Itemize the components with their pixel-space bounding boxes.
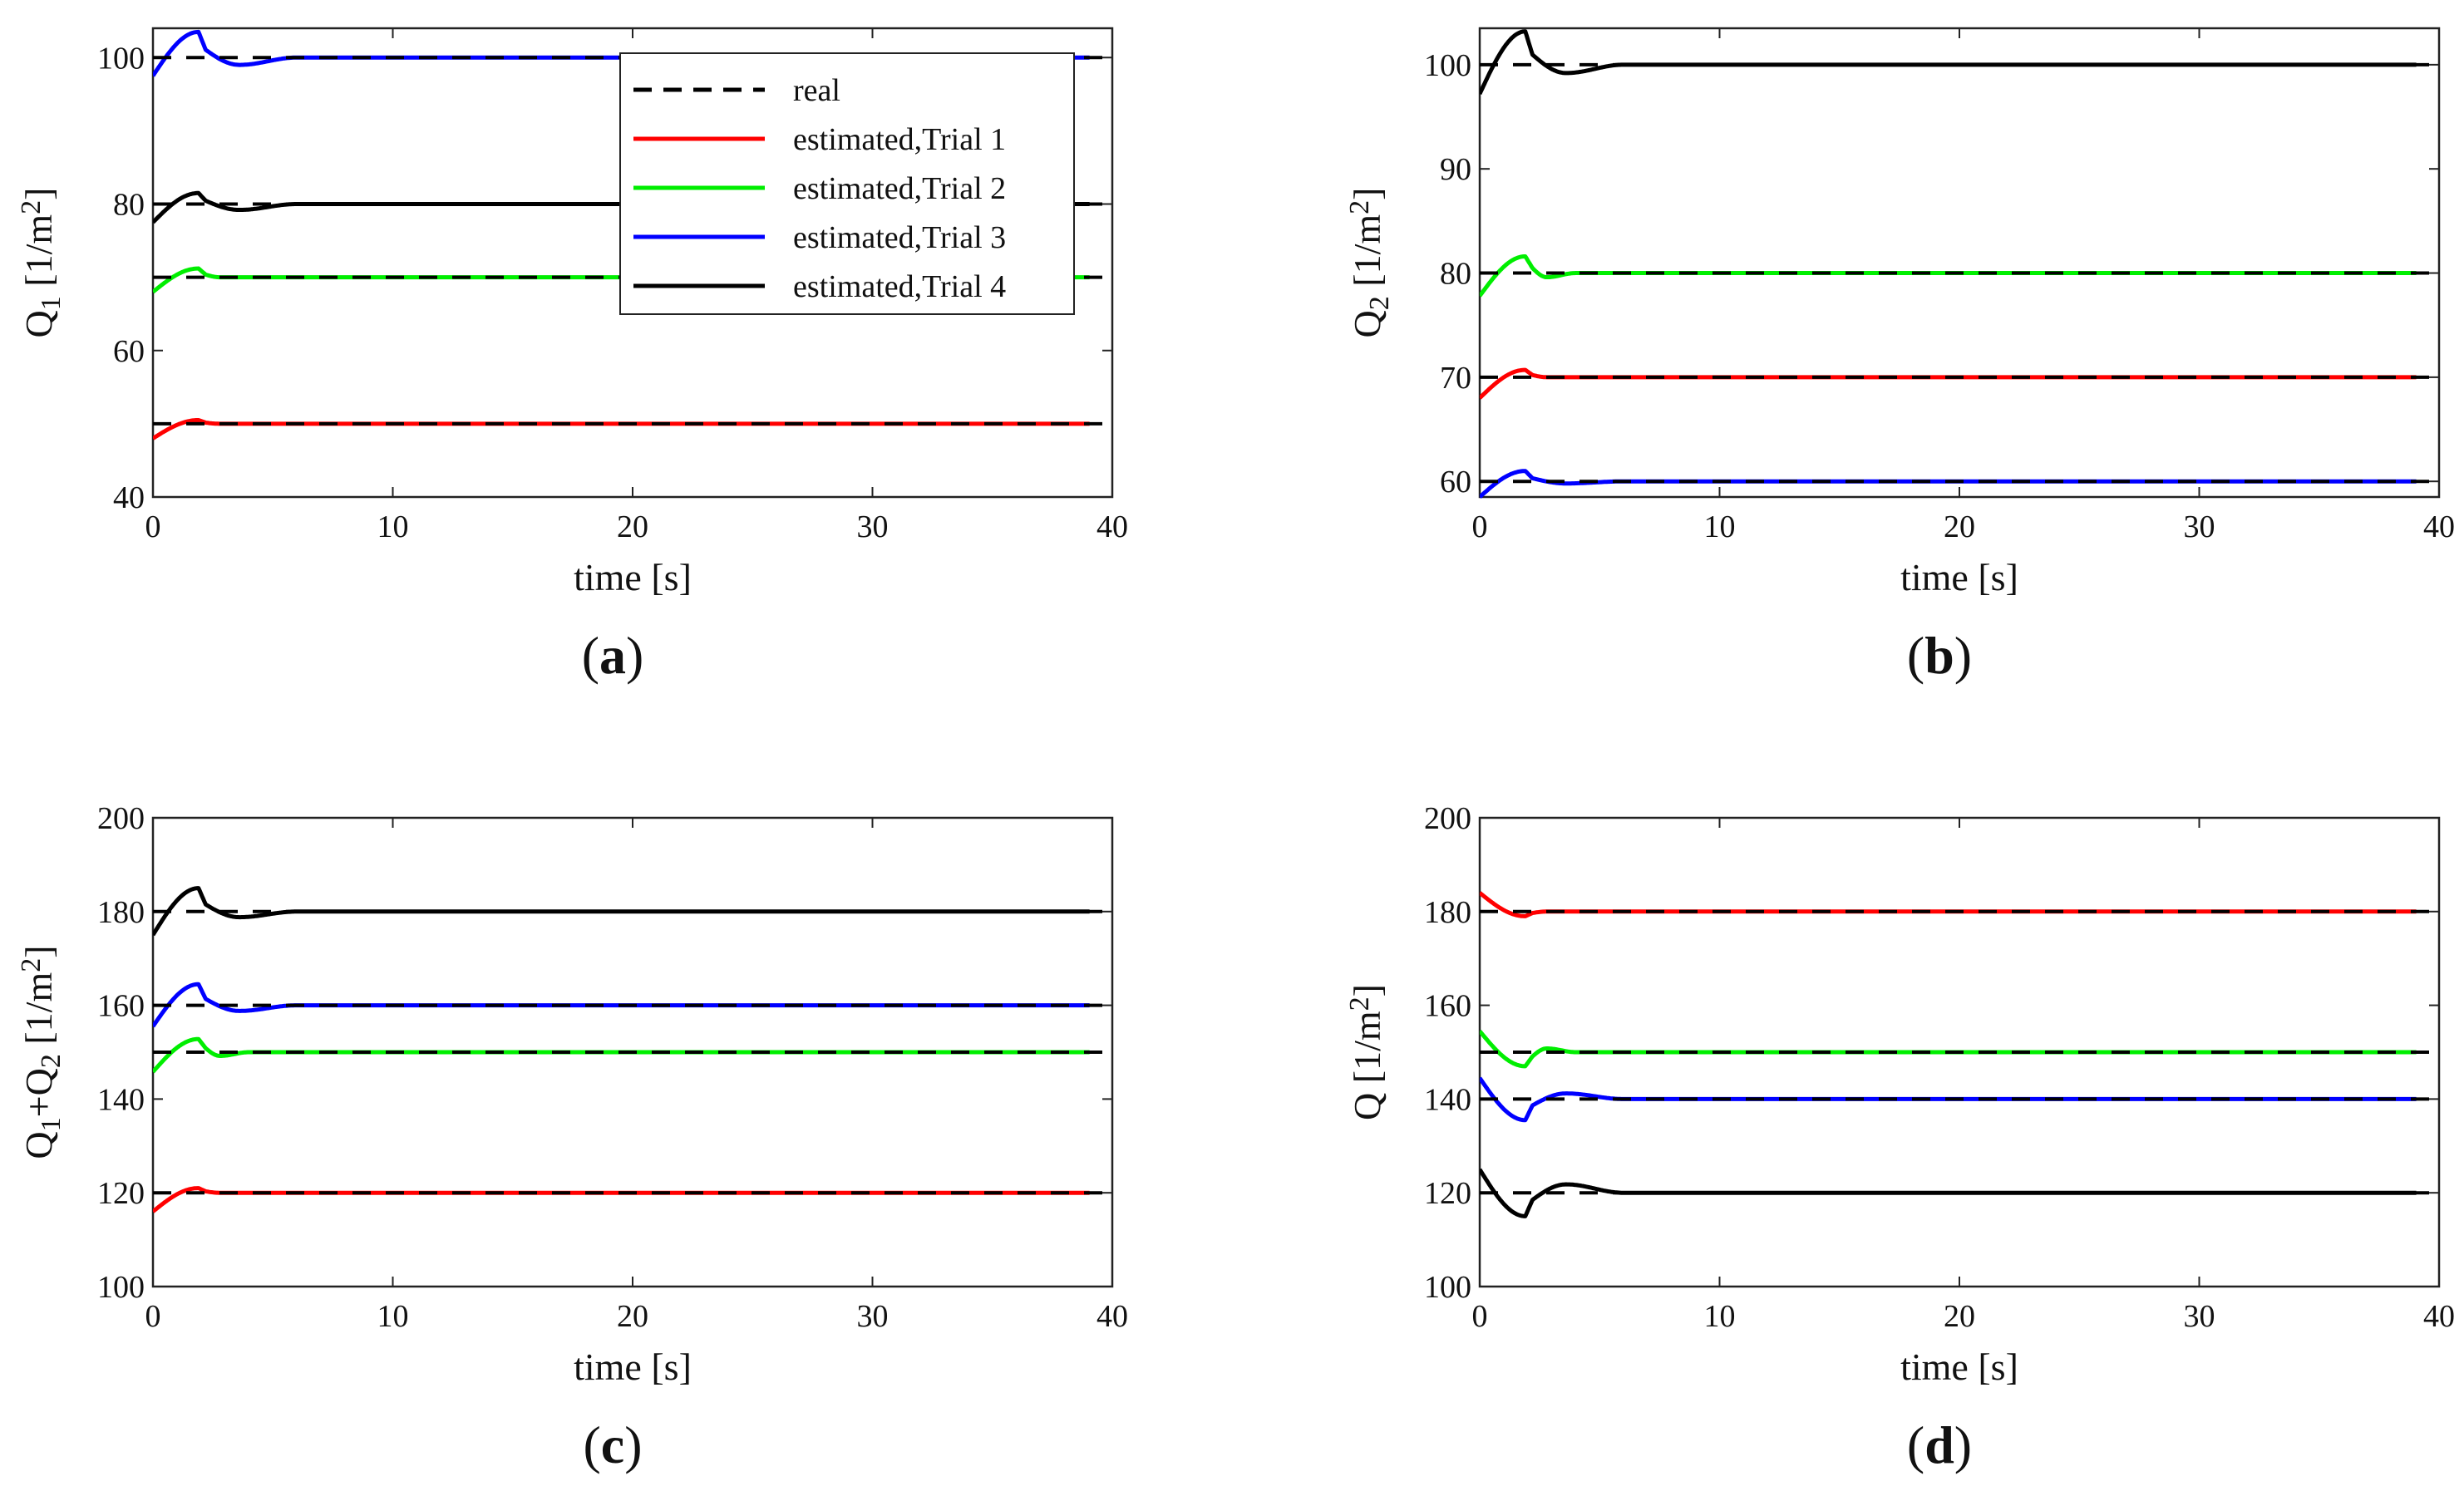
series-trial-1-line (1480, 367, 2417, 400)
panel-label: (b) (1907, 626, 1972, 685)
y-tick-label: 100 (97, 41, 145, 76)
y-axis-label: Q [1/m2] (1344, 984, 1388, 1120)
y-tick-label: 70 (1440, 361, 1471, 396)
x-tick-label: 20 (617, 509, 648, 544)
panel-a: 0 10 20 30 40 40 60 80 100 time [s] Q1 [1/m2] (a) re… (16, 27, 1128, 685)
x-tick-label: 20 (617, 1299, 648, 1334)
series-trial-3-line (153, 982, 1090, 1028)
series-trial-4-line (153, 190, 1090, 224)
x-tick-label: 10 (1704, 509, 1736, 544)
y-tick-label: 90 (1440, 152, 1471, 187)
y-tick-label: 40 (113, 480, 145, 515)
y-tick-label: 60 (113, 334, 145, 369)
x-tick-label: 40 (2423, 1299, 2455, 1334)
y-tick-label: 140 (97, 1082, 145, 1117)
series-trial-2-line (153, 1036, 1090, 1074)
legend-box (619, 52, 1075, 315)
x-tick-label: 20 (1944, 509, 1975, 544)
y-tick-label: 180 (97, 895, 145, 930)
x-tick-label: 0 (1472, 509, 1488, 544)
series-trial-4-line (153, 886, 1090, 937)
legend-label: estimated,Trial 1 (793, 122, 1006, 157)
legend: real estimated,Trial 1 estimated,Trial 2 es… (619, 52, 1075, 315)
y-tick-label: 140 (1424, 1082, 1471, 1117)
series-trial-3-line (153, 29, 1090, 77)
series-trial-3-line (1480, 469, 2417, 499)
x-axis-label: time [s] (574, 1346, 692, 1388)
y-tick-label: 100 (97, 1270, 145, 1305)
x-tick-label: 0 (1472, 1299, 1488, 1334)
y-tick-label: 200 (97, 801, 145, 836)
x-axis-label: time [s] (1900, 1346, 2018, 1388)
y-tick-label: 80 (1440, 257, 1471, 292)
legend-label: estimated,Trial 4 (793, 269, 1006, 304)
panel-label: (a) (582, 626, 644, 685)
y-tick-label: 200 (1424, 801, 1471, 836)
panel-b: 0 10 20 30 40 60 70 80 90 100 time [s] Q2 [1/m2] (b) (1344, 27, 2455, 685)
y-tick-label: 180 (1424, 895, 1471, 930)
panel-d: 0 10 20 30 40 100 120 140 160 180 200 time [s] Q [1/… (1344, 801, 2455, 1474)
panel-c: 0 10 20 30 40 100 120 140 160 180 200 time [s] Q1+Q2… (16, 801, 1128, 1474)
y-axis-label: Q1 [1/m2] (16, 188, 67, 338)
x-tick-label: 10 (377, 509, 409, 544)
y-tick-label: 120 (97, 1176, 145, 1211)
x-tick-label: 20 (1944, 1299, 1975, 1334)
x-tick-label: 40 (1096, 1299, 1128, 1334)
series-trial-4-line (1480, 29, 2417, 96)
series-trial-2-line (1480, 254, 2417, 298)
legend-label: estimated,Trial 2 (793, 171, 1006, 206)
x-tick-label: 30 (2184, 1299, 2215, 1334)
series-trial-2-line (1480, 1030, 2417, 1069)
y-tick-label: 100 (1424, 1270, 1471, 1305)
x-tick-label: 0 (145, 509, 161, 544)
x-axis-label: time [s] (574, 556, 692, 598)
legend-label: real (793, 73, 840, 108)
y-tick-label: 120 (1424, 1176, 1471, 1211)
series-trial-4-line (1480, 1168, 2417, 1218)
y-tick-label: 60 (1440, 465, 1471, 499)
panel-label: (d) (1907, 1415, 1972, 1474)
x-tick-label: 0 (145, 1299, 161, 1334)
x-tick-label: 40 (2423, 509, 2455, 544)
x-tick-label: 30 (857, 509, 889, 544)
x-tick-label: 30 (857, 1299, 889, 1334)
y-tick-label: 80 (113, 188, 145, 223)
series-trial-3-line (1480, 1076, 2417, 1123)
x-tick-label: 40 (1096, 509, 1128, 544)
y-tick-label: 160 (97, 989, 145, 1024)
x-tick-label: 10 (377, 1299, 409, 1334)
y-tick-label: 100 (1424, 48, 1471, 83)
y-axis-label: Q2 [1/m2] (1344, 188, 1395, 338)
x-axis-label: time [s] (1900, 556, 2018, 598)
legend-label: estimated,Trial 3 (793, 220, 1006, 255)
plot-area-frame (1478, 27, 2441, 499)
x-tick-label: 10 (1704, 1299, 1736, 1334)
x-tick-label: 30 (2184, 509, 2215, 544)
y-tick-label: 160 (1424, 989, 1471, 1024)
y-axis-label: Q1+Q2 [1/m2] (16, 945, 67, 1159)
panel-label: (c) (583, 1415, 642, 1474)
